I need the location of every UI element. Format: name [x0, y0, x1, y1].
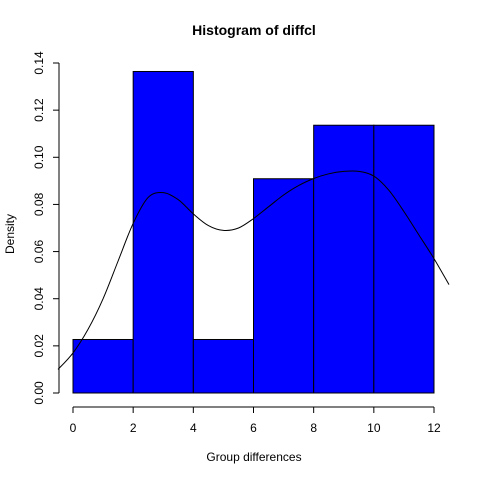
x-tick-label: 10	[367, 421, 381, 435]
y-tick-label: 0.10	[32, 145, 46, 169]
x-tick-label: 0	[70, 421, 77, 435]
y-tick-label: 0.06	[32, 240, 46, 264]
x-tick-label: 8	[310, 421, 317, 435]
x-axis: 0 2 4 6 8 10 12	[70, 406, 441, 435]
y-tick-label: 0.00	[32, 381, 46, 405]
x-tick-label: 6	[250, 421, 257, 435]
x-axis-label: Group differences	[206, 450, 301, 464]
y-tick-label: 0.14	[32, 51, 46, 75]
histogram-bar-0-2	[72, 338, 134, 394]
x-tick-label: 2	[130, 421, 137, 435]
y-axis-label: Density	[3, 214, 17, 254]
y-tick-label: 0.08	[32, 192, 46, 216]
density-curve	[57, 170, 450, 370]
histogram-bar-10-12	[373, 124, 435, 394]
y-tick-label: 0.02	[32, 334, 46, 358]
y-tick-label: 0.12	[32, 98, 46, 122]
x-tick-label: 4	[190, 421, 197, 435]
x-tick-label: 12	[427, 421, 441, 435]
histogram-bars	[72, 70, 435, 394]
histogram-bar-2-4	[132, 70, 194, 394]
histogram-bar-8-10	[313, 124, 375, 394]
histogram-bar-6-8	[253, 178, 315, 394]
histogram-bar-4-6	[192, 338, 254, 394]
y-tick-label: 0.04	[32, 287, 46, 311]
y-axis: 0.00 0.02 0.04 0.06 0.08 0.10 0.12 0.14	[32, 51, 60, 405]
chart-title: Histogram of diffcl	[192, 22, 316, 38]
